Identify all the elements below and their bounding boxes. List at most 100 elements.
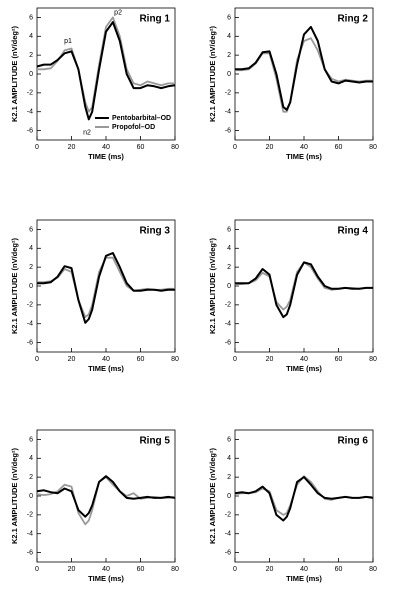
- y-tick-label: -2: [27, 512, 33, 519]
- x-tick-label: 40: [300, 144, 308, 151]
- y-tick-label: 2: [227, 474, 231, 481]
- plot-frame: [234, 219, 374, 353]
- y-tick-label: -6: [27, 339, 33, 346]
- y-tick-label: 0: [29, 493, 33, 500]
- y-tick-label: -4: [27, 109, 33, 116]
- x-tick-label: 20: [266, 356, 274, 363]
- x-axis-label: TIME (ms): [88, 152, 124, 161]
- y-tick-label: -2: [225, 512, 231, 519]
- legend-label: Propofol–OD: [112, 124, 155, 131]
- y-tick-label: -6: [225, 127, 231, 134]
- y-tick-label: -6: [27, 549, 33, 556]
- y-axis-label: K2.1 AMPLITUDE (nV/deg²): [208, 26, 217, 122]
- y-axis-label: K2.1 AMPLITUDE (nV/deg²): [10, 448, 19, 544]
- y-tick-label: 6: [29, 436, 33, 443]
- y-axis-label: K2.1 AMPLITUDE (nV/deg²): [10, 26, 19, 122]
- x-tick-label: 40: [300, 356, 308, 363]
- y-tick-label: 6: [227, 226, 231, 233]
- y-tick-label: 0: [29, 71, 33, 78]
- y-tick-label: -2: [27, 302, 33, 309]
- y-tick-label: -4: [225, 531, 231, 538]
- panel-title: Ring 4: [337, 226, 368, 237]
- x-tick-label: 20: [68, 356, 76, 363]
- y-tick-label: 6: [29, 14, 33, 21]
- y-tick-label: 6: [227, 436, 231, 443]
- y-tick-label: -2: [225, 90, 231, 97]
- y-axis-label: K2.1 AMPLITUDE (nV/deg²): [208, 448, 217, 544]
- x-tick-label: 40: [102, 356, 110, 363]
- y-tick-label: 0: [29, 283, 33, 290]
- x-tick-label: 0: [233, 356, 237, 363]
- series-line: [235, 261, 373, 311]
- series-line: [235, 25, 373, 111]
- x-tick-label: 20: [266, 144, 274, 151]
- x-axis-label: TIME (ms): [286, 364, 322, 373]
- x-tick-label: 80: [171, 356, 179, 363]
- x-tick-label: 0: [35, 144, 39, 151]
- x-tick-label: 60: [137, 566, 145, 573]
- x-tick-label: 80: [369, 566, 377, 573]
- y-tick-label: 4: [29, 245, 33, 252]
- y-tick-label: -4: [27, 321, 33, 328]
- y-tick-label: -4: [225, 109, 231, 116]
- x-axis-label: TIME (ms): [88, 574, 124, 583]
- x-tick-label: 60: [137, 144, 145, 151]
- panel-title: Ring 2: [337, 14, 368, 25]
- x-tick-label: 60: [335, 144, 343, 151]
- y-tick-label: -4: [225, 321, 231, 328]
- series-line: [234, 476, 374, 522]
- x-tick-label: 0: [35, 356, 39, 363]
- annotation: p2: [114, 10, 122, 17]
- series-line: [36, 21, 176, 121]
- y-tick-label: 0: [227, 493, 231, 500]
- y-tick-label: -6: [225, 339, 231, 346]
- series-line: [36, 475, 176, 518]
- x-tick-label: 40: [102, 144, 110, 151]
- y-tick-label: 4: [29, 33, 33, 40]
- y-tick-label: 4: [227, 245, 231, 252]
- x-tick-label: 60: [335, 356, 343, 363]
- y-tick-label: 2: [29, 474, 33, 481]
- plot-frame: [234, 429, 374, 563]
- y-tick-label: 0: [227, 71, 231, 78]
- x-tick-label: 20: [68, 566, 76, 573]
- series-line: [235, 37, 373, 113]
- y-tick-label: 6: [29, 226, 33, 233]
- panel-title: Ring 3: [139, 226, 170, 237]
- y-tick-label: 0: [227, 283, 231, 290]
- y-tick-label: 4: [29, 455, 33, 462]
- annotation: p1: [64, 38, 72, 45]
- y-tick-label: 6: [227, 14, 231, 21]
- x-tick-label: 0: [35, 566, 39, 573]
- y-tick-label: -4: [27, 531, 33, 538]
- y-tick-label: 2: [227, 52, 231, 59]
- y-tick-label: -6: [225, 549, 231, 556]
- y-tick-label: 2: [29, 52, 33, 59]
- series-line: [37, 256, 175, 318]
- y-tick-label: 4: [227, 33, 231, 40]
- x-tick-label: 40: [102, 566, 110, 573]
- series-line: [235, 261, 373, 319]
- x-tick-label: 20: [266, 566, 274, 573]
- x-tick-label: 20: [68, 144, 76, 151]
- x-tick-label: 60: [335, 566, 343, 573]
- x-tick-label: 80: [369, 144, 377, 151]
- y-axis-label: K2.1 AMPLITUDE (nV/deg²): [208, 238, 217, 334]
- x-axis-label: TIME (ms): [286, 574, 322, 583]
- y-axis-label: K2.1 AMPLITUDE (nV/deg²): [10, 238, 19, 334]
- x-tick-label: 0: [233, 144, 237, 151]
- annotation: n2: [83, 129, 91, 136]
- x-tick-label: 0: [233, 566, 237, 573]
- panel-title: Ring 5: [139, 436, 170, 447]
- x-tick-label: 80: [171, 566, 179, 573]
- x-axis-label: TIME (ms): [286, 152, 322, 161]
- x-tick-label: 80: [171, 144, 179, 151]
- series-line: [37, 252, 175, 324]
- x-tick-label: 80: [369, 356, 377, 363]
- panel-title: Ring 6: [337, 436, 368, 447]
- plot-frame: [36, 219, 176, 353]
- plot-frame: [36, 429, 176, 563]
- panel-title: Ring 1: [139, 14, 170, 25]
- y-tick-label: 2: [227, 264, 231, 271]
